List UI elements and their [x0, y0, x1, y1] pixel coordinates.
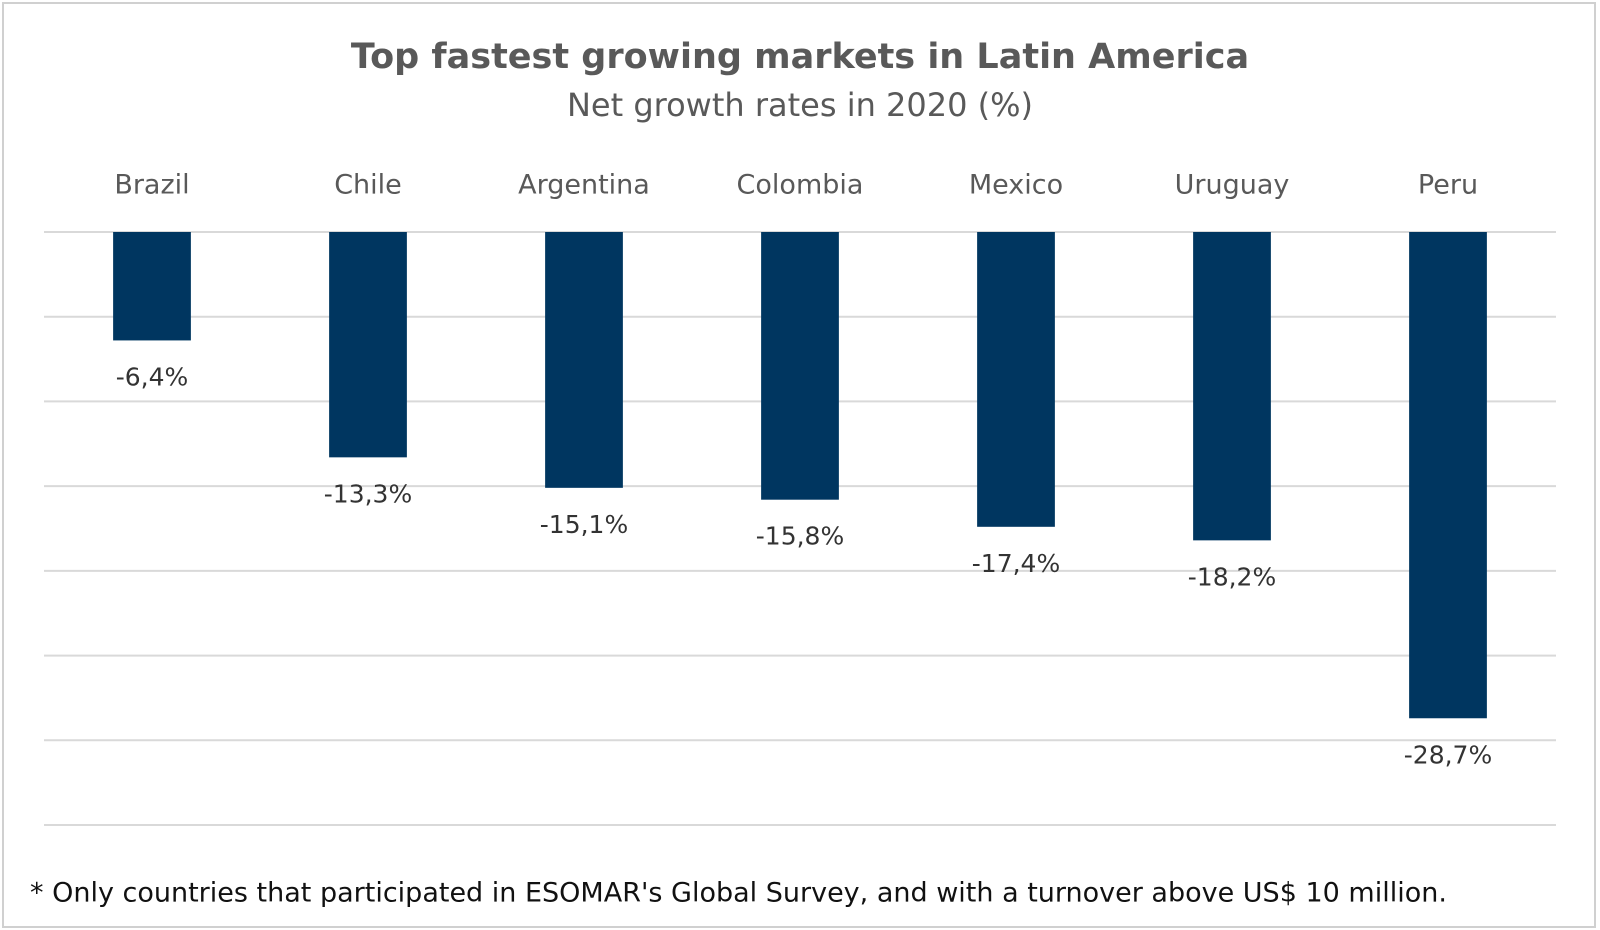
x-tick-label: Chile: [334, 170, 402, 201]
bar: [545, 232, 623, 488]
chart-subtitle: Net growth rates in 2020 (%): [567, 86, 1033, 124]
value-label: -13,3%: [324, 479, 412, 508]
bar: [329, 232, 407, 458]
value-label: -6,4%: [116, 362, 189, 391]
x-tick-label: Brazil: [114, 170, 189, 201]
chart-title: Top fastest growing markets in Latin Ame…: [351, 37, 1249, 77]
bar: [761, 232, 839, 500]
value-label: -15,1%: [540, 510, 628, 539]
value-label: -18,2%: [1188, 562, 1276, 591]
x-tick-label: Colombia: [737, 170, 864, 201]
bar: [113, 232, 191, 341]
x-tick-label: Uruguay: [1175, 170, 1290, 201]
bar: [1193, 232, 1271, 541]
x-tick-label: Argentina: [518, 170, 650, 201]
value-label: -15,8%: [756, 522, 844, 551]
footnote: * Only countries that participated in ES…: [30, 878, 1447, 909]
value-label: -17,4%: [972, 549, 1060, 578]
x-tick-label: Peru: [1418, 170, 1478, 201]
value-label: -28,7%: [1404, 740, 1492, 769]
x-tick-label: Mexico: [969, 170, 1063, 201]
bar: [1409, 232, 1487, 719]
bar: [977, 232, 1055, 527]
